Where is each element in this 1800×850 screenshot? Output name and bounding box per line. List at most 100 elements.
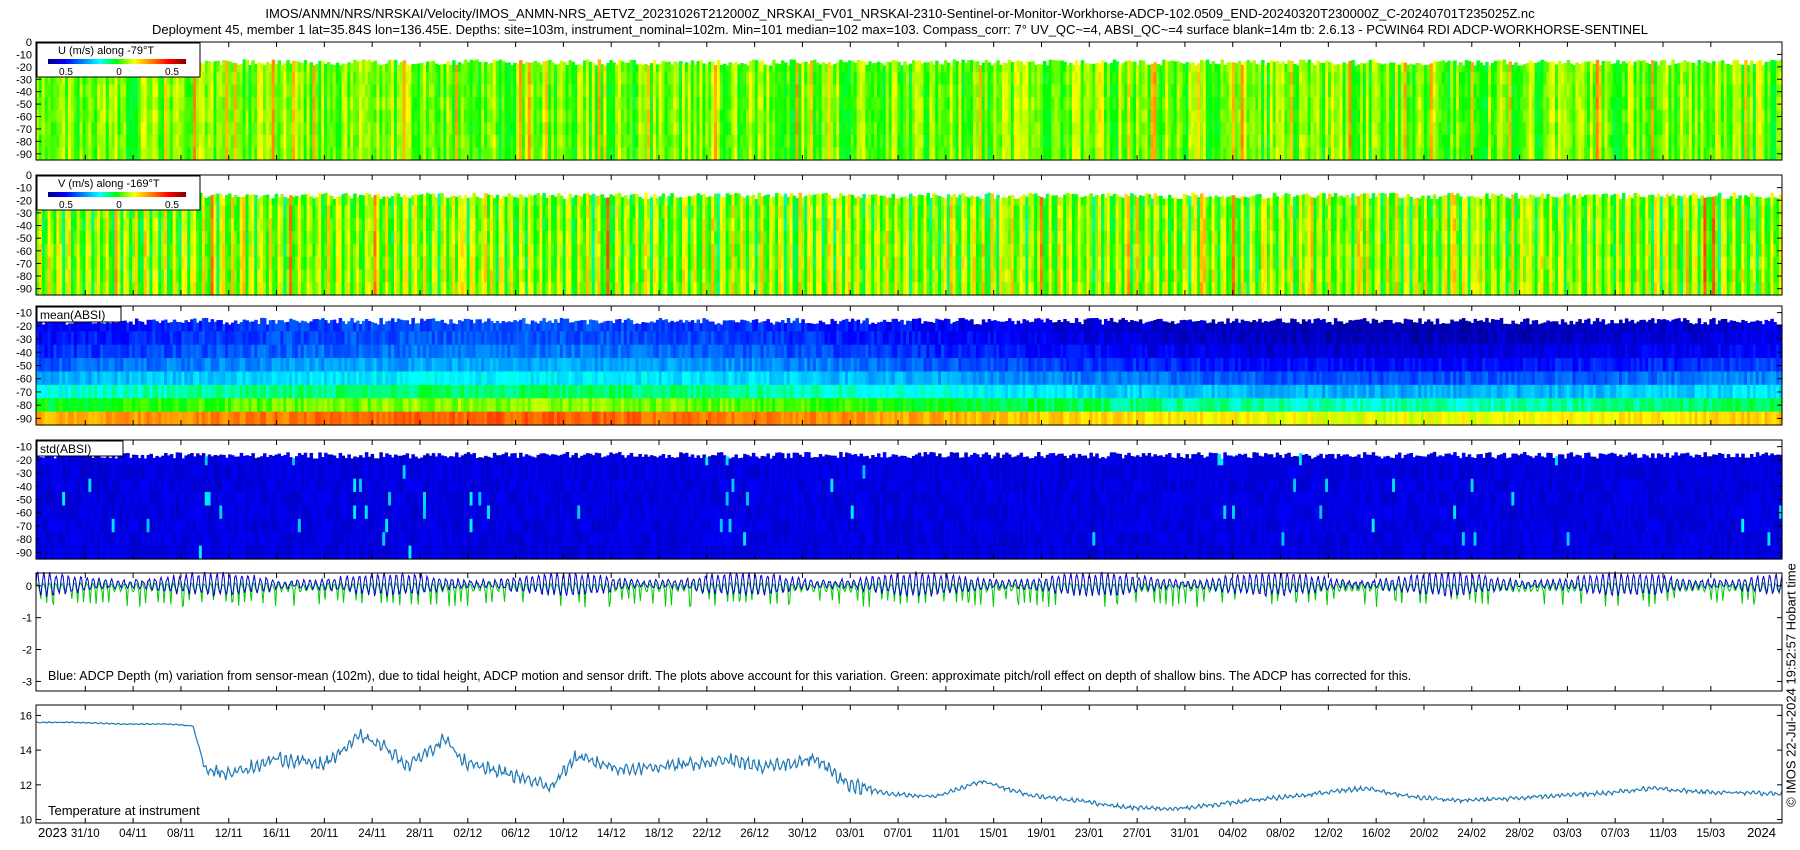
heatmap-cell [1555, 109, 1559, 123]
heatmap-cell [417, 71, 421, 86]
heatmap-cell [734, 147, 738, 161]
heatmap-cell [1025, 122, 1029, 136]
heatmap-cell [460, 147, 465, 161]
heatmap-cell [417, 84, 421, 98]
heatmap-cell [423, 109, 427, 123]
heatmap-cell [1211, 134, 1216, 149]
heatmap-cell [1368, 59, 1373, 73]
heatmap-cell [1269, 84, 1274, 98]
heatmap-cell [373, 109, 378, 123]
heatmap-cell [309, 122, 314, 136]
heatmap-cell [1584, 147, 1588, 161]
heatmap-cell [172, 134, 177, 149]
heatmap-cell [833, 122, 837, 136]
heatmap-cell [1176, 84, 1181, 98]
heatmap-cell [1429, 109, 1434, 123]
heatmap-cell [85, 84, 89, 98]
heatmap-cell [676, 84, 680, 98]
heatmap-cell [47, 97, 52, 111]
heatmap-cell [190, 122, 194, 136]
heatmap-cell [1074, 109, 1079, 123]
heatmap-cell [1575, 97, 1579, 111]
heatmap-cell [827, 134, 832, 149]
heatmap-cell [344, 97, 348, 111]
heatmap-cell [798, 97, 802, 111]
heatmap-cell [396, 147, 401, 161]
heatmap-cell [981, 71, 986, 86]
heatmap-cell [1680, 62, 1684, 73]
heatmap-cell [82, 109, 87, 123]
heatmap-cell [1703, 134, 1707, 149]
heatmap-cell [1109, 97, 1114, 111]
heatmap-cell [548, 71, 552, 86]
heatmap-cell [859, 71, 864, 86]
heatmap-cell [1534, 109, 1539, 123]
heatmap-cell [1732, 109, 1737, 123]
heatmap-cell [871, 71, 875, 86]
heatmap-cell [446, 134, 450, 149]
heatmap-cell [303, 147, 308, 161]
heatmap-cell [1188, 147, 1192, 161]
heatmap-cell [1703, 109, 1707, 123]
heatmap-cell [1624, 122, 1629, 136]
heatmap-cell [1709, 147, 1713, 161]
heatmap-cell [91, 97, 95, 111]
heatmap-cell [618, 147, 622, 161]
heatmap-cell [1138, 97, 1143, 111]
heatmap-cell [847, 97, 852, 111]
heatmap-cell [690, 122, 695, 136]
heatmap-cell [431, 109, 436, 123]
heatmap-cell [1409, 147, 1414, 161]
heatmap-cell [521, 84, 526, 98]
heatmap-cell [513, 122, 517, 136]
heatmap-cell [559, 71, 564, 86]
heatmap-cell [1025, 97, 1029, 111]
heatmap-cell [1444, 62, 1448, 73]
heatmap-cell [644, 84, 648, 98]
heatmap-cell [1165, 97, 1169, 111]
heatmap-cell [1557, 60, 1562, 73]
heatmap-cell [143, 122, 148, 136]
heatmap-cell [1124, 134, 1128, 149]
heatmap-cell [492, 134, 497, 149]
heatmap-cell [1188, 122, 1192, 136]
heatmap-cell [437, 97, 442, 111]
heatmap-cell [1360, 97, 1364, 111]
heatmap-cell [271, 134, 276, 149]
heatmap-cell [1354, 134, 1358, 149]
heatmap-cell [469, 71, 474, 86]
heatmap-cell [1717, 109, 1722, 123]
heatmap-cell [1249, 97, 1253, 111]
heatmap-cell [655, 147, 660, 161]
heatmap-cell [1130, 147, 1134, 161]
heatmap-cell [463, 147, 468, 161]
heatmap-cell [73, 134, 78, 149]
heatmap-cell [152, 147, 156, 161]
heatmap-cell [530, 84, 535, 98]
heatmap-cell [405, 64, 410, 73]
heatmap-cell [1418, 71, 1422, 86]
heatmap-cell [402, 84, 407, 98]
heatmap-cell [1118, 109, 1123, 123]
heatmap-cell [1656, 109, 1661, 123]
heatmap-cell [1589, 134, 1594, 149]
heatmap-cell [885, 71, 890, 86]
heatmap-cell [1060, 147, 1064, 161]
heatmap-cell [1555, 97, 1559, 111]
heatmap-cell [94, 84, 98, 98]
heatmap-cell [1077, 109, 1082, 123]
heatmap-cell [393, 147, 398, 161]
heatmap-cell [1624, 134, 1629, 149]
heatmap-cell [498, 97, 503, 111]
heatmap-cell [632, 84, 637, 98]
heatmap-cell [740, 147, 744, 161]
heatmap-cell [225, 71, 229, 86]
heatmap-cell [1167, 84, 1172, 98]
heatmap-cell [524, 122, 529, 136]
heatmap-cell [1700, 71, 1705, 86]
heatmap-cell [1258, 97, 1262, 111]
heatmap-cell [425, 71, 430, 86]
heatmap-cell [519, 97, 523, 111]
heatmap-cell [551, 134, 555, 149]
heatmap-cell [1010, 134, 1015, 149]
